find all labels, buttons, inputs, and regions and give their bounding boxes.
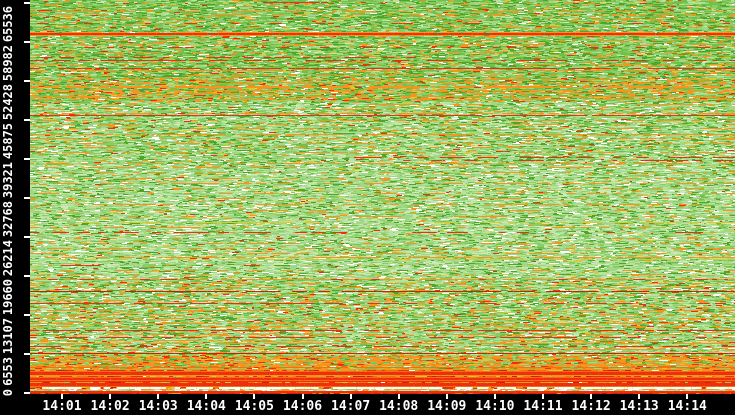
heatmap-canvas [30,0,735,394]
x-tick-label: 14:07 [331,399,371,414]
y-tick-mark [24,275,30,277]
x-tick-mark [157,394,160,399]
x-tick-label: 14:11 [523,399,563,414]
x-tick-mark [542,394,544,399]
x-tick-mark [638,394,641,399]
x-tick-label: 14:05 [234,399,274,414]
x-tick-mark [349,394,352,399]
y-tick-mark [24,392,30,394]
x-tick-label: 14:13 [619,399,659,414]
y-tick-label: 19660 [1,279,15,316]
y-tick-label: 0 [1,389,15,397]
y-tick-label: 58982 [1,45,15,82]
y-tick-mark [24,353,30,355]
y-tick-label: 52428 [1,84,15,121]
x-tick-mark [445,394,448,399]
y-tick-label: 45875 [1,123,15,160]
y-tick-mark [24,41,30,43]
y-tick-mark [24,197,30,199]
y-tick-mark [24,119,30,121]
x-tick-label: 14:09 [427,399,467,414]
x-tick-label: 14:06 [282,399,323,414]
y-tick-mark [24,80,30,82]
y-tick-label: 65536 [1,6,15,43]
x-tick-mark [686,394,689,399]
x-tick-mark [109,394,112,399]
y-tick-label: 6553 [1,357,15,386]
y-tick-label: 32768 [1,201,15,238]
y-tick-mark [24,158,30,160]
y-tick-mark [24,314,30,316]
y-tick-label: 13107 [1,318,15,355]
x-tick-mark [301,394,304,399]
x-tick-label: 14:10 [475,399,515,414]
x-tick-mark [493,394,496,399]
x-tick-label: 14:14 [667,399,707,414]
x-tick-label: 14:03 [138,399,178,414]
x-tick-mark [61,394,63,399]
x-tick-label: 14:12 [571,399,611,414]
y-tick-label: 26214 [1,240,15,277]
y-tick-mark [24,236,30,238]
x-tick-label: 14:04 [186,399,226,414]
x-tick-label: 14:01 [42,399,82,414]
y-tick-label: 39321 [1,162,15,199]
x-tick-mark [397,394,400,399]
x-tick-mark [590,394,593,399]
x-tick-label: 14:02 [90,399,130,414]
x-tick-label: 14:08 [379,399,419,414]
x-tick-mark [253,394,256,399]
x-tick-mark [205,394,208,399]
y-tick-mark [24,2,30,4]
